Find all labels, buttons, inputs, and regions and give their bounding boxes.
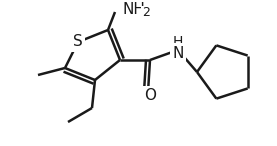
Text: H: H [173,35,183,49]
Text: N: N [172,46,184,60]
Text: 2: 2 [142,7,150,20]
Text: NH: NH [123,2,146,18]
Text: O: O [144,88,156,104]
Text: S: S [73,34,83,49]
